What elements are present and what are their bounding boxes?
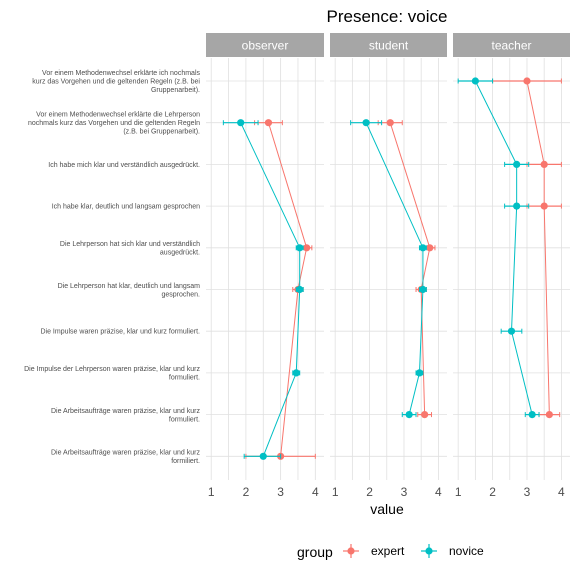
point-novice [296,286,303,293]
legend-item-novice: novice [421,544,484,558]
point-novice [529,411,536,418]
x-tick-label: 4 [558,485,565,499]
x-tick-label: 3 [277,485,284,499]
category-label: Vor einem Methodenwechsel erklärte die L… [28,112,200,136]
strip-label-teacher: teacher [491,39,531,53]
point-expert [387,119,394,126]
point-novice [416,369,423,376]
legend-label: expert [371,544,405,558]
legend-key-point [347,547,354,554]
legend-label: novice [449,544,484,558]
point-novice [419,244,426,251]
panel-teacher: teacher 1 2 3 4 [453,33,570,499]
category-label: Die Lehrperson hat sich klar und verstän… [60,241,200,256]
point-novice [508,328,515,335]
chart-title: Presence: voice [327,7,448,26]
point-expert [426,244,433,251]
point-novice [296,244,303,251]
x-axis-title: value [370,501,404,517]
x-tick-label: 3 [524,485,531,499]
point-novice [237,119,244,126]
x-tick-label: 3 [401,485,408,499]
category-label: Die Impulse der Lehrperson waren präzise… [24,366,200,382]
x-tick-label: 1 [332,485,339,499]
x-tick-label: 2 [489,485,496,499]
series-line-novice [366,123,423,415]
point-novice [363,119,370,126]
category-label: Die Lehrperson hat klar, deutlich und la… [58,283,201,299]
series-novice-student [351,119,427,418]
strip-label-observer: observer [242,39,289,53]
category-label: Ich habe klar, deutlich und langsam gesp… [52,204,200,211]
point-novice [513,203,520,210]
panel-student: student 1 2 3 4 [330,33,447,499]
point-novice [472,77,479,84]
category-labels: Vor einem Methodenwechsel erklärte ich n… [24,70,200,465]
point-expert [546,411,553,418]
category-label: Die Arbeitsaufträge waren präzise, klar … [51,408,201,424]
point-novice [419,286,426,293]
legend-title: group [297,544,333,560]
legend: group expert novice [297,544,484,560]
legend-key-point [425,547,432,554]
point-expert [421,411,428,418]
category-label: Ich habe mich klar und verständlich ausg… [48,162,200,169]
point-novice [406,411,413,418]
category-label: Die Impulse waren präzise, klar und kurz… [40,329,200,336]
x-tick-label: 4 [435,485,442,499]
point-novice [293,369,300,376]
point-expert [541,161,548,168]
point-expert [265,119,272,126]
panel-observer: observer 1 2 3 4 [206,33,324,499]
strip-label-student: student [369,39,409,53]
x-tick-label: 2 [243,485,250,499]
category-label: Vor einem Methodenwechsel erklärte ich n… [32,70,200,94]
point-novice [260,453,267,460]
x-tick-label: 1 [208,485,215,499]
x-tick-label: 4 [312,485,319,499]
point-novice [513,161,520,168]
point-expert [541,203,548,210]
panels: observer 1 2 3 4 student 1 2 3 4 teacher 1 2 3 4 [206,33,570,499]
category-label: Die Arbeitsaufträge waren präzise, klar … [51,450,201,466]
legend-item-expert: expert [343,544,405,558]
point-expert [523,77,530,84]
point-expert [303,244,310,251]
x-tick-label: 1 [455,485,462,499]
x-tick-label: 2 [366,485,373,499]
series-line-expert [390,123,430,415]
